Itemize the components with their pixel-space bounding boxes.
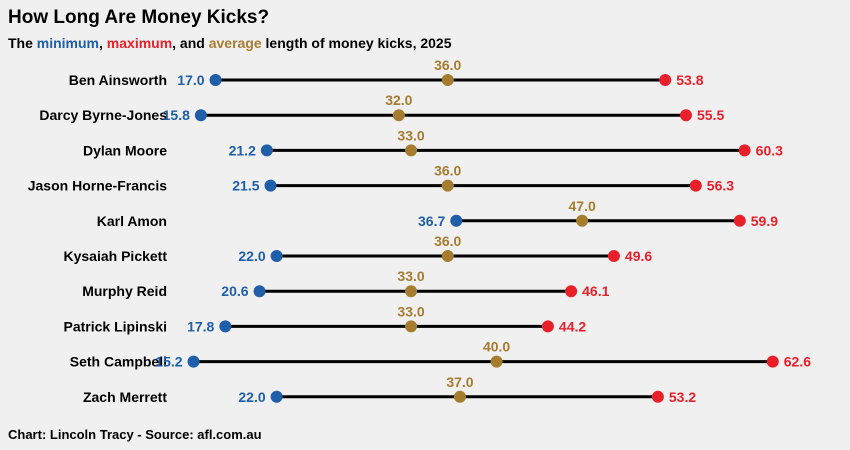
max-dot	[680, 109, 693, 122]
max-dot	[565, 285, 578, 298]
avg-dot	[576, 214, 589, 227]
player-name: Dylan Moore	[83, 142, 167, 158]
max-value-label: 53.8	[676, 72, 703, 88]
player-name: Patrick Lipinski	[64, 318, 167, 334]
max-dot	[651, 390, 664, 403]
min-value-label: 15.8	[163, 107, 190, 123]
max-value-label: 62.6	[784, 354, 811, 370]
min-value-label: 15.2	[155, 354, 182, 370]
subtitle-minimum-word: minimum	[36, 35, 100, 51]
min-dot	[194, 109, 207, 122]
min-dot	[219, 320, 232, 333]
avg-value-label: 37.0	[446, 374, 473, 390]
min-value-label: 20.6	[221, 283, 248, 299]
player-name: Jason Horne-Francis	[28, 178, 167, 194]
avg-value-label: 36.0	[434, 233, 461, 249]
min-value-label: 21.2	[229, 142, 256, 158]
min-value-label: 17.8	[187, 318, 214, 334]
player-name: Murphy Reid	[82, 283, 167, 299]
min-value-label: 22.0	[238, 248, 265, 264]
avg-value-label: 33.0	[397, 268, 424, 284]
avg-dot	[441, 250, 454, 262]
min-dot	[450, 214, 463, 227]
avg-value-label: 40.0	[483, 339, 510, 355]
max-value-label: 46.1	[582, 283, 609, 299]
max-dot	[733, 214, 746, 227]
avg-value-label: 36.0	[434, 163, 461, 179]
min-dot	[260, 144, 273, 157]
min-value-label: 17.0	[177, 72, 204, 88]
avg-dot	[441, 74, 454, 86]
max-value-label: 53.2	[669, 389, 696, 405]
chart-subtitle: The minimum, maximum, and average length…	[8, 35, 452, 51]
min-value-label: 22.0	[238, 389, 265, 405]
player-name: Kysaiah Pickett	[64, 248, 168, 264]
max-value-label: 49.6	[625, 248, 652, 264]
min-dot	[270, 250, 283, 262]
player-name: Karl Amon	[97, 213, 167, 229]
max-dot	[607, 250, 620, 262]
avg-dot	[441, 179, 454, 192]
avg-value-label: 36.0	[434, 57, 461, 73]
min-dot	[209, 74, 222, 86]
avg-dot	[405, 285, 418, 298]
chart-title: How Long Are Money Kicks?	[8, 7, 270, 28]
max-value-label: 59.9	[751, 213, 778, 229]
player-name: Zach Merrett	[83, 389, 167, 405]
min-dot	[187, 355, 200, 368]
max-value-label: 60.3	[756, 142, 783, 158]
avg-dot	[490, 355, 503, 368]
min-value-label: 21.5	[232, 178, 259, 194]
avg-dot	[405, 320, 418, 333]
avg-value-label: 33.0	[397, 127, 424, 143]
subtitle-maximum-word: maximum	[106, 35, 173, 51]
avg-dot	[405, 144, 418, 157]
max-dot	[541, 320, 554, 333]
chart-footer: Chart: Lincoln Tracy - Source: afl.com.a…	[8, 427, 262, 442]
min-dot	[270, 390, 283, 403]
subtitle-and: , and	[172, 35, 205, 51]
avg-value-label: 47.0	[569, 198, 596, 214]
player-name: Darcy Byrne-Jones	[39, 107, 167, 123]
max-value-label: 44.2	[559, 318, 586, 334]
max-dot	[738, 144, 751, 157]
min-dot	[264, 179, 277, 192]
avg-value-label: 33.0	[397, 303, 424, 319]
max-dot	[689, 179, 702, 192]
max-value-label: 55.5	[697, 107, 724, 123]
avg-dot	[392, 109, 405, 122]
player-name: Seth Campbell	[70, 354, 167, 370]
max-dot	[659, 74, 672, 86]
max-dot	[766, 355, 779, 368]
avg-value-label: 32.0	[385, 92, 412, 108]
player-name: Ben Ainsworth	[69, 72, 167, 88]
subtitle-comma: ,	[99, 35, 103, 51]
min-dot	[253, 285, 266, 298]
subtitle-prefix: The	[8, 35, 33, 51]
avg-dot	[453, 390, 466, 403]
subtitle-average-word: average	[208, 35, 262, 51]
min-value-label: 36.7	[418, 213, 445, 229]
max-value-label: 56.3	[707, 178, 734, 194]
subtitle-suffix: length of money kicks, 2025	[265, 35, 452, 51]
